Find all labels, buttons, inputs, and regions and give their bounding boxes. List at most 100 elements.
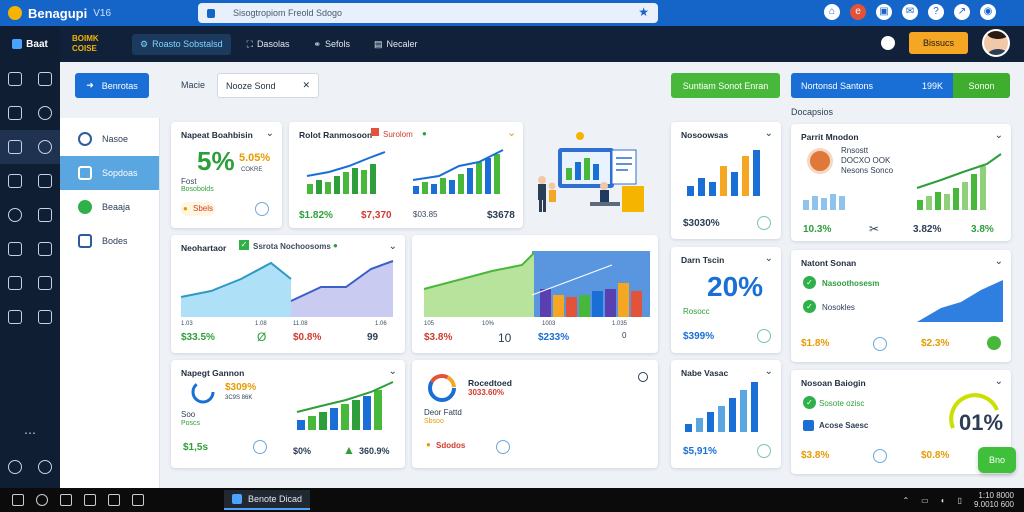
scissors-icon[interactable]: ✂: [869, 222, 880, 236]
tick-2: 10%: [482, 321, 495, 327]
area-charts: [180, 260, 394, 317]
check-circle-icon[interactable]: [757, 444, 771, 458]
thumbs-up-icon[interactable]: ▲: [343, 443, 355, 457]
tab-roasto[interactable]: ⚙ Roasto Sobstalsd: [132, 33, 231, 55]
settings-icon[interactable]: [38, 460, 52, 474]
line-1: Rosocc: [683, 307, 710, 316]
chevron-down-icon[interactable]: ⌄: [994, 256, 1003, 267]
info-icon[interactable]: [496, 440, 510, 454]
share-icon[interactable]: ↗: [954, 4, 970, 20]
chevron-down-icon[interactable]: ⌄: [265, 128, 274, 139]
bar: [553, 295, 564, 317]
trend-line: [412, 149, 504, 181]
back-button[interactable]: ➜ Benrotas: [75, 73, 149, 98]
edit-icon[interactable]: [873, 449, 887, 463]
users-icon[interactable]: [8, 310, 22, 324]
chevron-down-icon[interactable]: ⌄: [764, 128, 773, 139]
battery-icon[interactable]: ▯: [957, 495, 962, 505]
bar: [753, 150, 760, 196]
summary-bar[interactable]: Nortonsd Santons 199K: [791, 73, 953, 98]
help-icon[interactable]: ?: [928, 4, 944, 20]
status-tag[interactable]: Sonon: [953, 73, 1010, 98]
taskbar-app[interactable]: Benote Dicad: [224, 490, 311, 510]
chevron-down-icon[interactable]: ⌄: [994, 376, 1003, 387]
gear-icon[interactable]: [880, 36, 895, 50]
action-button[interactable]: Bissucs: [908, 32, 968, 54]
more-icon[interactable]: ⋯: [24, 426, 36, 440]
options-icon[interactable]: [638, 372, 648, 382]
clock-icon[interactable]: [38, 106, 52, 120]
folder-icon[interactable]: [108, 494, 120, 506]
info-icon[interactable]: [253, 440, 267, 454]
line-2: Sbsoo: [424, 418, 444, 425]
check-circle-icon[interactable]: [757, 329, 771, 343]
bar: [962, 182, 968, 210]
tab-dasolas[interactable]: ⛶ Dasolas: [239, 34, 298, 55]
bar: [579, 295, 590, 317]
search-icon[interactable]: [36, 494, 48, 506]
check-circle-icon[interactable]: [757, 216, 771, 230]
chart-icon[interactable]: [8, 242, 22, 256]
card-sub: 3033.60%: [468, 388, 505, 397]
document-icon[interactable]: [8, 276, 22, 290]
windows-icon[interactable]: [12, 494, 24, 506]
notification-icon[interactable]: ▣: [876, 4, 892, 20]
profile-badge-icon[interactable]: e: [850, 4, 866, 20]
network-icon[interactable]: ▭: [921, 495, 929, 505]
refresh-icon[interactable]: [38, 140, 52, 154]
tab-necaler[interactable]: ▤ Necaler: [366, 34, 426, 55]
bar: [709, 182, 716, 196]
tab-sefols[interactable]: ⚭ Sefols: [305, 34, 358, 55]
sidebar-item-bodes[interactable]: Bodes: [60, 224, 159, 258]
circle-icon[interactable]: [8, 208, 22, 222]
chevron-down-icon[interactable]: ⌄: [764, 366, 773, 377]
star-icon[interactable]: ★: [638, 5, 649, 19]
floating-action-button[interactable]: Bno: [978, 447, 1016, 473]
power-icon[interactable]: [8, 460, 22, 474]
address-bar[interactable]: Sisogtropiom Freold Sdogo ★: [198, 3, 658, 23]
chevron-down-icon[interactable]: ⌄: [388, 366, 397, 377]
building-icon[interactable]: [8, 140, 22, 154]
sidebar-item-sopdoas[interactable]: Sopdoas: [60, 156, 159, 190]
bar: [685, 424, 692, 432]
list-icon[interactable]: [8, 174, 22, 188]
info-icon[interactable]: [255, 202, 269, 216]
close-icon[interactable]: ✕: [302, 80, 310, 90]
chevron-down-icon[interactable]: ⌄: [994, 130, 1003, 141]
globe-icon[interactable]: ◉: [980, 4, 996, 20]
calendar-icon[interactable]: [38, 174, 52, 188]
home-icon[interactable]: [8, 72, 22, 86]
chevron-up-icon[interactable]: ⌃: [902, 495, 910, 505]
mode-select[interactable]: Nooze Sond ✕: [217, 73, 319, 98]
chevron-down-icon[interactable]: ⌄: [764, 253, 773, 264]
volume-icon[interactable]: ◐: [940, 495, 946, 505]
table-icon[interactable]: [38, 208, 52, 222]
camera-icon[interactable]: [84, 494, 96, 506]
line-3: Sdodos: [436, 441, 466, 450]
check-circle-icon[interactable]: [987, 336, 1001, 350]
message-icon[interactable]: ✉: [902, 4, 918, 20]
avatar[interactable]: [982, 29, 1010, 57]
edit-icon[interactable]: [873, 337, 887, 351]
bar: [718, 406, 725, 432]
sidebar-item-beaaja[interactable]: Beaaja: [60, 190, 159, 224]
rail-home-icon[interactable]: [12, 39, 23, 49]
layers-icon[interactable]: [38, 276, 52, 290]
grid-icon[interactable]: [132, 494, 144, 506]
sidebar-item-nasoe[interactable]: Nasoe: [60, 122, 159, 156]
bar: [731, 172, 738, 196]
clock[interactable]: 1:10 8000 9.0010 600: [974, 491, 1014, 509]
chevron-down-icon[interactable]: ⌄: [388, 241, 397, 252]
warning-icon[interactable]: [8, 106, 22, 120]
home-icon[interactable]: ⌂: [824, 4, 840, 20]
bar-chart-icon[interactable]: [38, 242, 52, 256]
refresh-icon[interactable]: Ø: [257, 330, 267, 344]
primary-action-button[interactable]: Suntiam Sonot Enran: [671, 73, 780, 98]
chat-icon[interactable]: [60, 494, 72, 506]
grid-icon[interactable]: [38, 72, 52, 86]
layout-icon[interactable]: [38, 310, 52, 324]
bar: [687, 186, 694, 196]
card-rolot: Rolot Ranmosoon Surolom ● ⌄ $1.82% $7,37…: [289, 122, 523, 228]
chevron-down-icon[interactable]: ⌄: [507, 127, 517, 139]
value-1: $3030%: [683, 218, 720, 229]
